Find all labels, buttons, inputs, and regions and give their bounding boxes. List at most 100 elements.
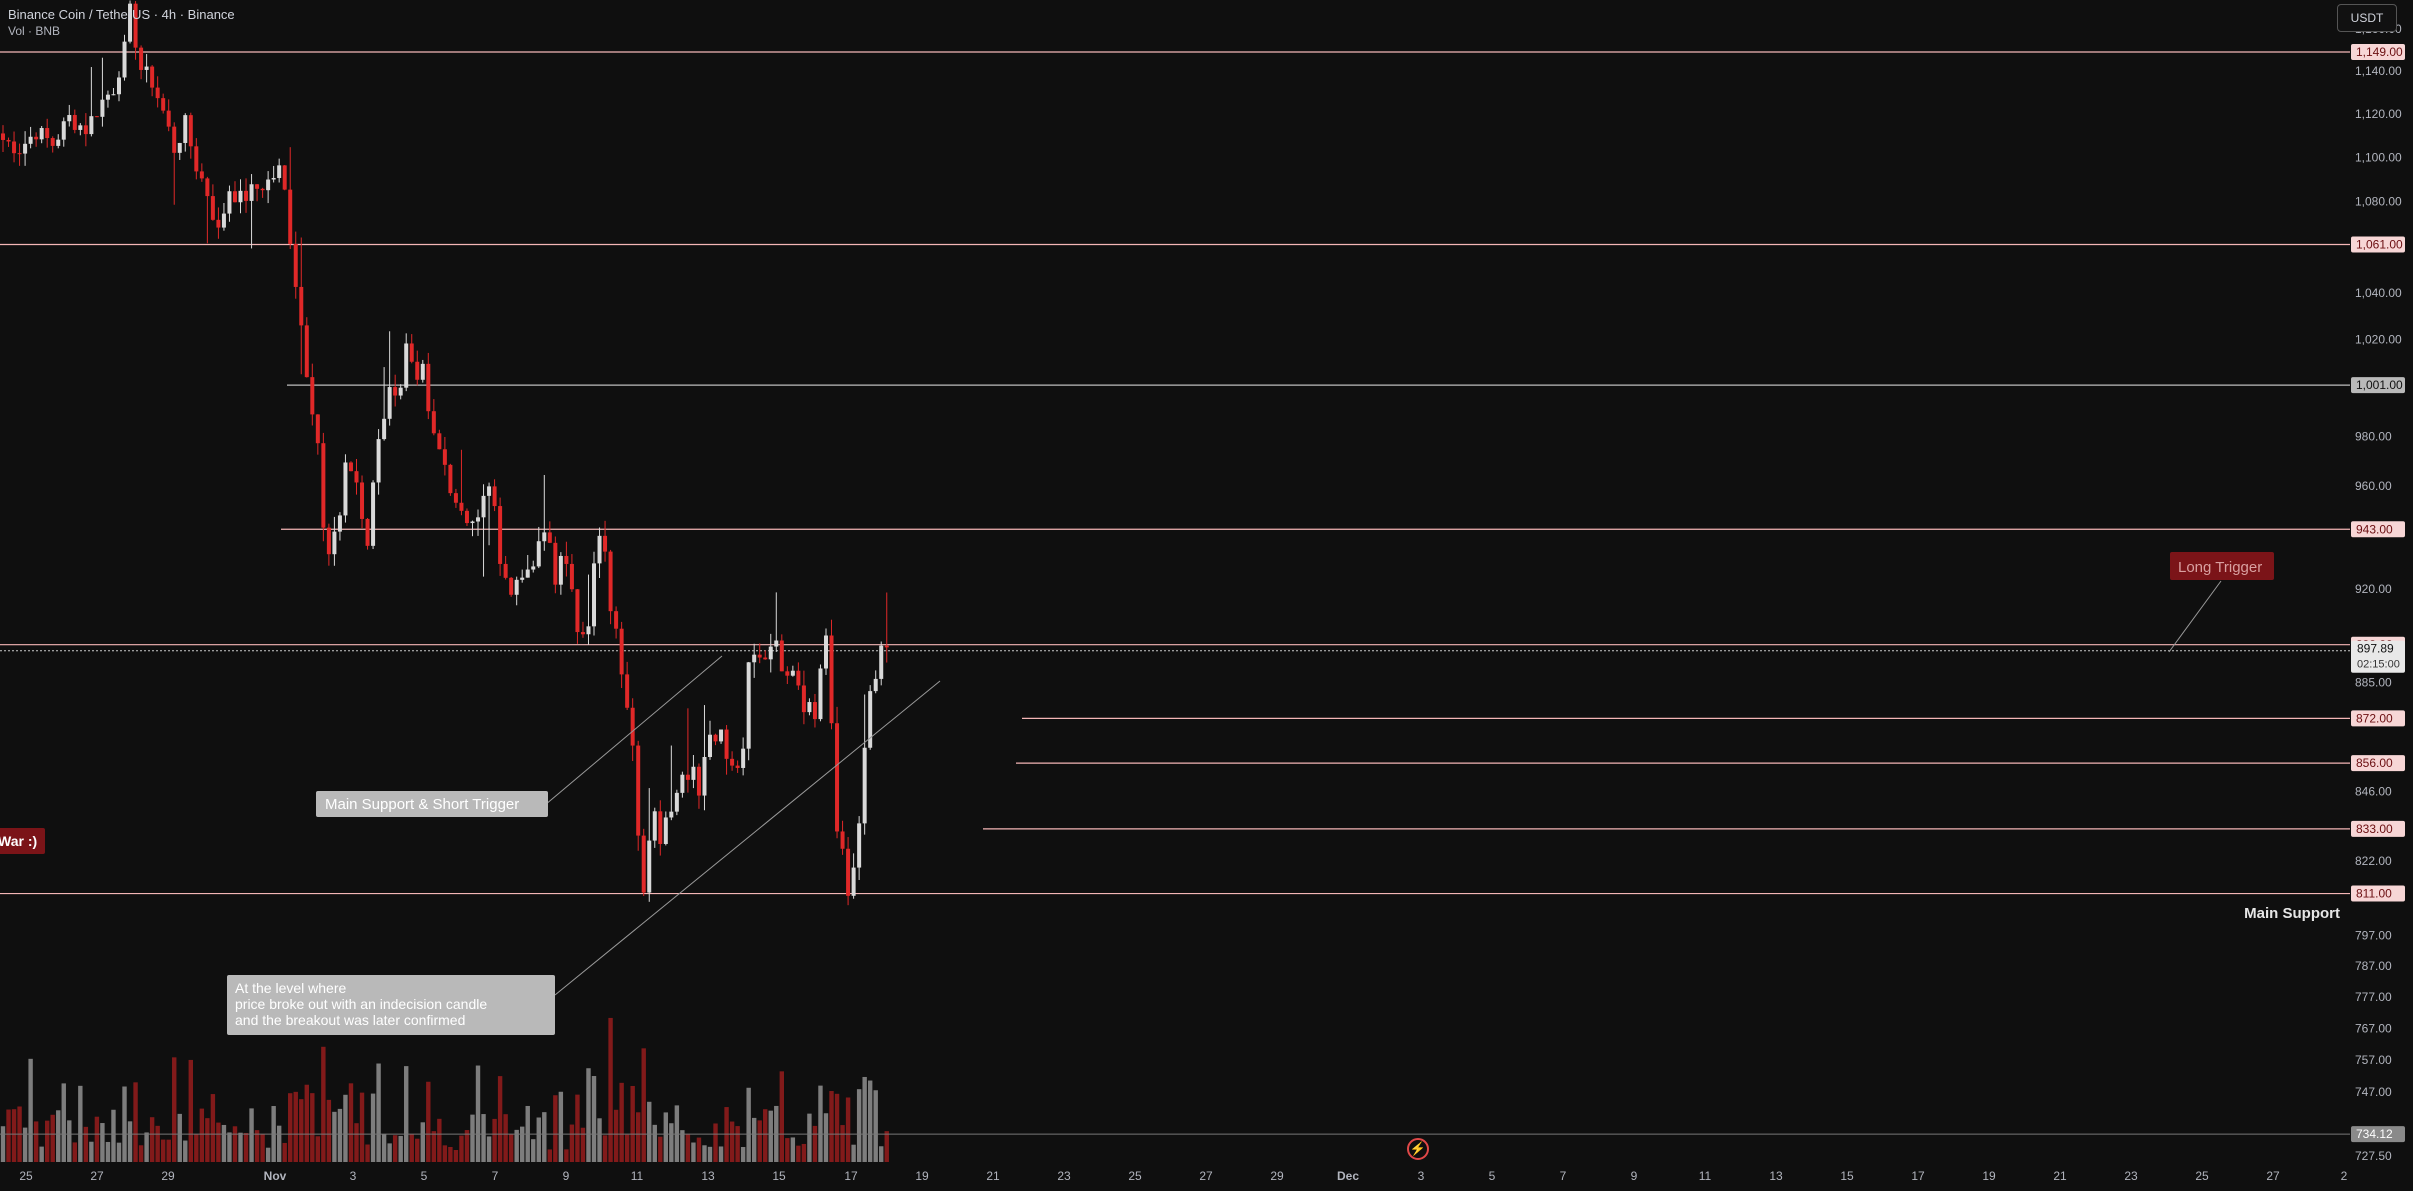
candle-body: [453, 493, 458, 503]
candle-body: [641, 835, 646, 893]
volume-bar: [531, 1139, 536, 1162]
volume-bar: [713, 1123, 718, 1162]
volume-bar: [127, 1121, 133, 1162]
volume-bar: [22, 1127, 28, 1162]
volume-bar: [254, 1130, 260, 1162]
volume-bar: [177, 1113, 182, 1162]
countdown-label: 02:15:00: [2357, 659, 2400, 671]
candle-body: [619, 628, 624, 675]
volume-bar: [155, 1125, 160, 1162]
volume-bar: [464, 1130, 470, 1162]
candle-body: [746, 662, 751, 749]
candle-body: [12, 141, 17, 154]
candle-body: [45, 128, 50, 139]
volume-bar: [183, 1140, 188, 1162]
lightning-settings-icon[interactable]: ⚡: [1407, 1138, 1429, 1160]
candle-body: [498, 506, 503, 564]
volume-bar: [238, 1132, 243, 1162]
volume-bar: [39, 1146, 44, 1162]
x-tick-label: Nov: [264, 1169, 287, 1183]
volume-bar: [608, 1017, 613, 1162]
volume-bar: [779, 1071, 785, 1162]
candle-body: [72, 115, 77, 130]
volume-bar: [867, 1080, 873, 1162]
volume-bar: [862, 1076, 867, 1162]
x-tick-label: 11: [1699, 1169, 1712, 1183]
candle-body: [122, 41, 127, 78]
volume-bar: [431, 1131, 437, 1162]
candle-body: [685, 774, 690, 780]
candle-body: [862, 747, 867, 824]
candle-body: [28, 136, 33, 144]
candle-body: [509, 577, 514, 595]
x-tick-label: 17: [844, 1169, 858, 1183]
candle-body: [255, 184, 260, 189]
level-price-tag: [2351, 710, 2405, 727]
candle-body: [50, 138, 55, 146]
volume-bar: [768, 1110, 773, 1162]
volume-bar: [83, 1126, 89, 1162]
level-price-tag: [2351, 820, 2405, 837]
volume-bar: [343, 1094, 348, 1162]
volume-bar: [470, 1114, 475, 1162]
candle-body: [884, 645, 889, 648]
candle-body: [332, 531, 337, 555]
volume-bar: [453, 1149, 459, 1162]
volume-bar: [586, 1068, 591, 1162]
candle-body: [387, 387, 392, 419]
candle-body: [194, 146, 199, 172]
candle-body: [266, 179, 271, 191]
candle-body: [796, 670, 801, 686]
candle-body: [161, 98, 166, 111]
volume-bar: [232, 1126, 238, 1162]
volume-bar: [514, 1129, 519, 1162]
volume-legend[interactable]: Vol · BNB: [8, 24, 61, 38]
candle-body: [564, 555, 569, 564]
volume-bar: [448, 1146, 453, 1162]
volume-bar: [740, 1147, 746, 1162]
level-price-label: 1,149.00: [2356, 45, 2403, 59]
volume-bar: [812, 1125, 818, 1162]
x-tick-label: 27: [2266, 1169, 2280, 1183]
volume-bar: [133, 1082, 138, 1162]
candle-body: [150, 66, 155, 88]
volume-bar: [321, 1046, 326, 1162]
candle-body: [437, 433, 442, 450]
level-price-tag: [2351, 755, 2405, 772]
candle-body: [752, 654, 757, 663]
volume-marker-tag: [2351, 1126, 2405, 1143]
volume-bar: [613, 1109, 619, 1162]
candle-body: [100, 99, 105, 117]
candles: [1, 0, 889, 906]
candle-body: [658, 811, 663, 844]
candle-body: [663, 817, 668, 844]
level-price-tag: [2351, 44, 2405, 61]
x-tick-label: 11: [631, 1169, 644, 1183]
candle-body: [553, 542, 558, 585]
candle-body: [343, 462, 348, 516]
volume-bar: [105, 1141, 111, 1162]
candle-body: [216, 219, 221, 228]
x-tick-label: 15: [772, 1169, 786, 1183]
candle-body: [547, 532, 552, 543]
candle-body: [586, 626, 591, 635]
volume-bar: [111, 1109, 116, 1162]
candle-body: [823, 635, 828, 669]
level-price-label: 1,001.00: [2356, 378, 2403, 392]
y-tick-label: 727.50: [2355, 1149, 2392, 1163]
candle-body: [879, 645, 884, 679]
x-tick-label: 25: [1128, 1169, 1142, 1183]
candle-body: [105, 94, 110, 100]
volume-bar: [492, 1118, 497, 1162]
x-tick-label: 9: [563, 1169, 570, 1183]
x-tick-label: 19: [1982, 1169, 1996, 1183]
volume-bar: [591, 1076, 597, 1162]
volume-bar: [337, 1108, 343, 1162]
currency-button[interactable]: USDT: [2337, 4, 2397, 32]
volume-bar: [56, 1110, 61, 1162]
symbol-title[interactable]: Binance Coin / TetherUS · 4h · Binance: [8, 7, 235, 22]
volume-bar: [796, 1145, 801, 1162]
candle-body: [166, 110, 171, 127]
volume-bar: [475, 1065, 481, 1162]
